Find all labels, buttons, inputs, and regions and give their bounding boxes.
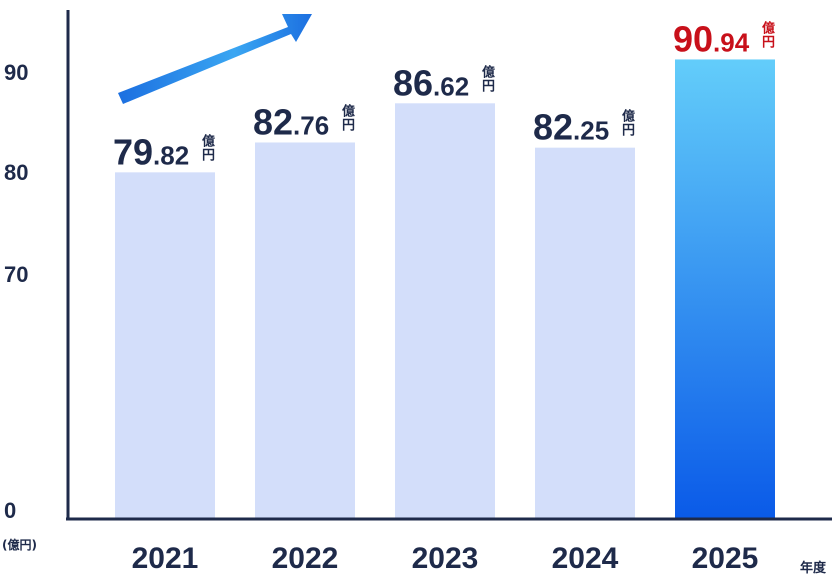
data-label-value: 86.62 bbox=[393, 62, 469, 103]
data-label-unit: 円 bbox=[762, 35, 775, 50]
data-label-unit: 億 bbox=[202, 133, 215, 149]
bar bbox=[535, 147, 635, 519]
x-tick-label: 2023 bbox=[412, 542, 479, 575]
y-tick-labels: 90 80 70 0 bbox=[4, 60, 28, 523]
data-label-unit: 億 bbox=[342, 103, 355, 119]
data-label-unit: 円 bbox=[482, 79, 495, 94]
data-label-unit: 円 bbox=[622, 124, 635, 139]
data-label: 90.94 億円 bbox=[673, 18, 775, 59]
bar bbox=[395, 103, 495, 519]
data-label-unit: 億 bbox=[622, 109, 635, 125]
x-tick-label: 2025 bbox=[692, 542, 759, 575]
x-tick-label: 2021 bbox=[132, 542, 199, 575]
data-label: 82.76 億円 bbox=[253, 101, 355, 142]
x-tick-label: 2024 bbox=[552, 542, 619, 575]
bar bbox=[115, 172, 215, 519]
data-label-value: 82.25 bbox=[533, 107, 609, 148]
data-label-value: 79.82 bbox=[113, 131, 189, 172]
data-label-unit: 円 bbox=[202, 148, 215, 163]
bars bbox=[115, 59, 775, 520]
data-label-unit: 億 bbox=[762, 20, 775, 36]
y-tick-label: 0 bbox=[4, 498, 16, 523]
y-tick-label: 90 bbox=[4, 60, 28, 85]
data-label-unit: 円 bbox=[342, 118, 355, 133]
bar bbox=[255, 142, 355, 519]
data-label: 79.82 億円 bbox=[113, 131, 215, 172]
data-label-value: 90.94 bbox=[673, 18, 750, 59]
x-tick-label: 2022 bbox=[272, 542, 339, 575]
data-label: 86.62 億円 bbox=[393, 62, 495, 103]
data-label: 82.25 億円 bbox=[533, 107, 635, 148]
y-tick-label: 70 bbox=[4, 262, 28, 287]
data-label-unit: 億 bbox=[482, 64, 495, 80]
x-unit-label: 年度 bbox=[800, 560, 827, 576]
bar-highlight bbox=[675, 59, 775, 520]
data-label-value: 82.76 bbox=[253, 101, 329, 142]
y-unit-label: (億円) bbox=[2, 537, 37, 552]
x-tick-labels: 2021 2022 2023 2024 2025 bbox=[132, 542, 759, 575]
trend-arrow-icon bbox=[118, 14, 312, 104]
y-tick-label: 80 bbox=[4, 160, 28, 185]
